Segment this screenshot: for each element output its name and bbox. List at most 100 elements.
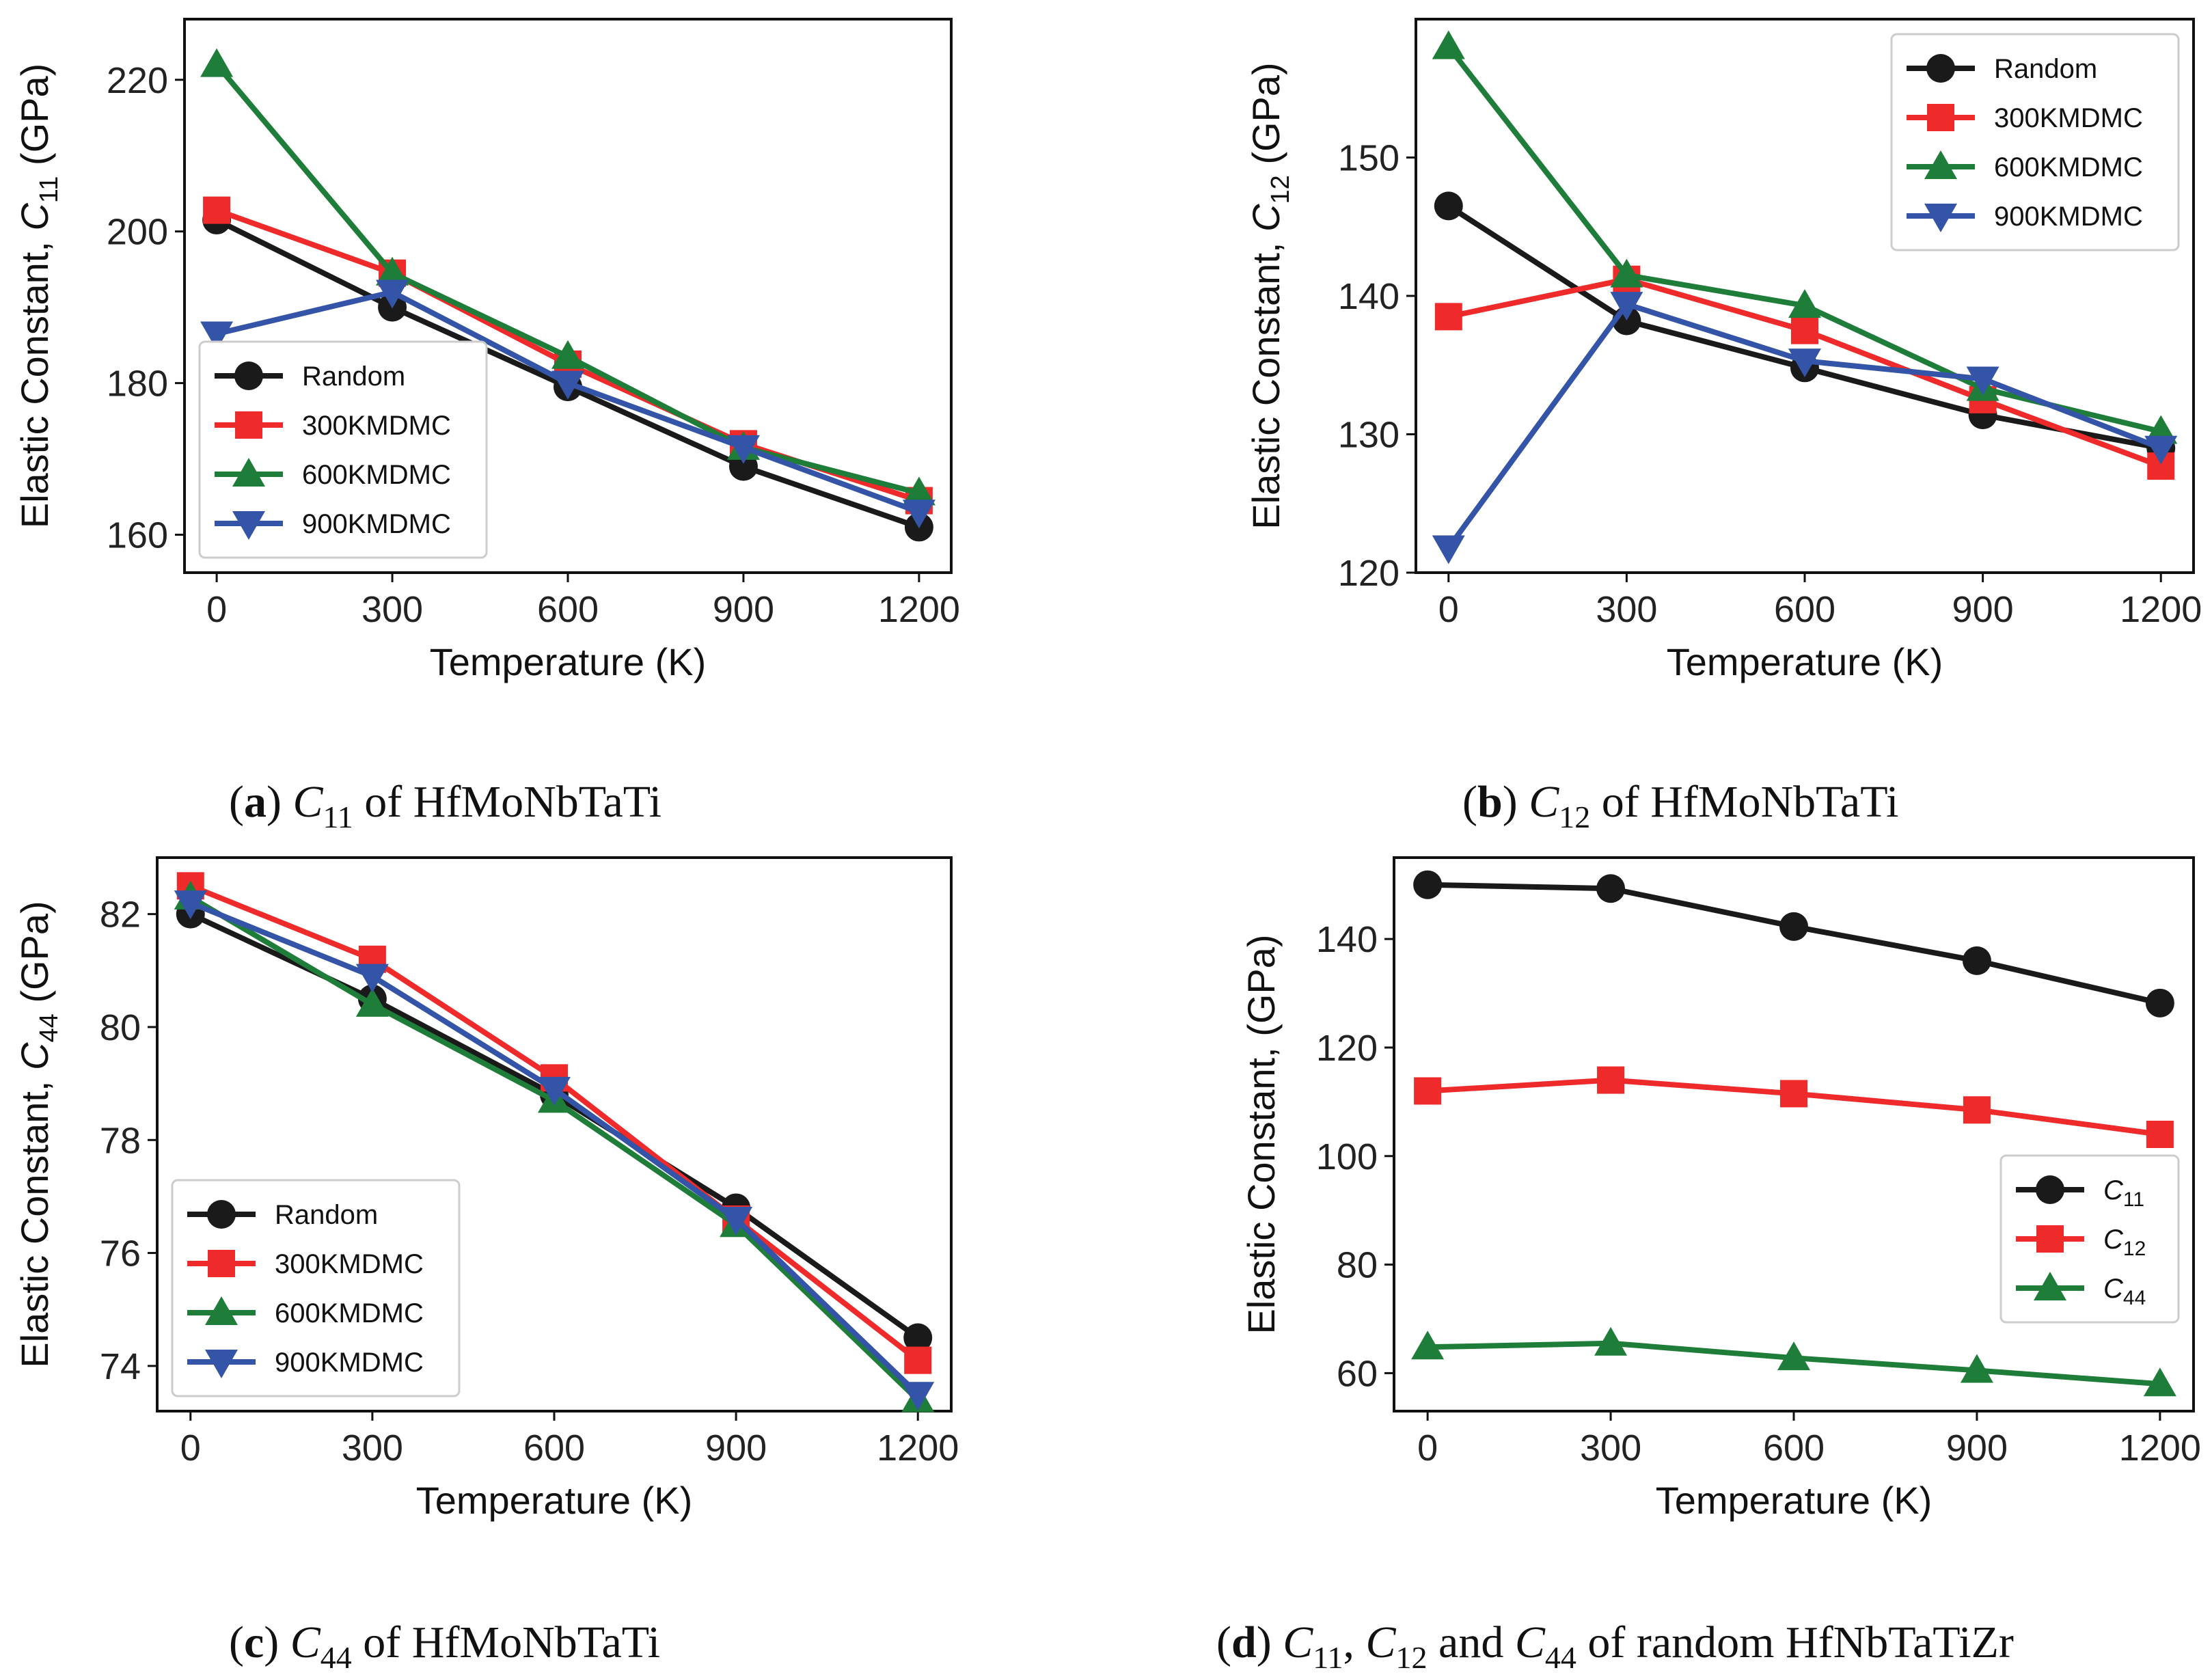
y-tick-label: 120 [1338, 553, 1399, 594]
x-tick-label: 0 [1417, 1428, 1438, 1469]
legend-marker [2036, 1225, 2064, 1253]
data-point-900KMDMC [901, 1382, 935, 1411]
data-point-C12 [1963, 1096, 1991, 1124]
data-point-600KMDMC [1788, 289, 1821, 318]
data-point-900KMDMC [1432, 535, 1465, 564]
chart-panel-c: 0 300 600 900 1200 74 76 78 80 82 Temperature (K) E… [13, 856, 959, 1675]
data-point-C44 [1411, 1330, 1445, 1360]
data-point-C44 [2143, 1367, 2176, 1397]
legend: Random 300KMDMC 600KMDMC 900KMDMC [171, 1179, 461, 1397]
series-line-C11 [1428, 882, 2161, 1006]
y-tick-label: 130 [1338, 415, 1399, 456]
x-tick-label: 300 [342, 1428, 403, 1469]
data-point-600KMDMC [200, 48, 234, 77]
data-point-300KMDMC [203, 196, 231, 224]
legend-marker [208, 1250, 235, 1277]
chart-panel-b: 0 300 600 900 1200 120 130 140 150 Temperature (K… [1244, 18, 2202, 834]
legend-marker [235, 411, 262, 439]
y-tick-label: 220 [107, 60, 168, 101]
legend-entry-300KMDMC: 300KMDMC [302, 411, 451, 441]
legend-entry-Random: Random [275, 1200, 378, 1230]
data-point-C11 [1962, 946, 1991, 975]
x-tick-label: 600 [537, 589, 599, 630]
caption-b: (b) C12 of HfMoNbTaTi [1462, 777, 1899, 834]
data-point-900KMDMC [720, 1206, 753, 1236]
legend-marker [1926, 54, 1955, 83]
y-axis-label: Elastic Constant, C12 (GPa) [1244, 62, 1295, 529]
data-point-600KMDMC [1432, 30, 1465, 59]
legend-entry-600KMDMC: 600KMDMC [302, 460, 451, 490]
x-tick-label: 0 [180, 1428, 201, 1469]
data-point-900KMDMC [376, 279, 409, 309]
y-tick-label: 80 [100, 1007, 141, 1048]
legend-marker [2034, 1272, 2066, 1300]
legend-marker [205, 1296, 238, 1325]
x-tick-label: 600 [1774, 589, 1835, 630]
y-tick-label: 200 [107, 212, 168, 253]
legend-entry-300KMDMC: 300KMDMC [1994, 103, 2143, 133]
legend: Random 300KMDMC 600KMDMC 900KMDMC [1890, 33, 2180, 251]
legend-entry-300KMDMC: 300KMDMC [275, 1249, 424, 1279]
data-point-C44 [1777, 1341, 1810, 1371]
data-point-900KMDMC [902, 500, 936, 529]
y-axis-label: Elastic Constant, C11 (GPa) [13, 64, 64, 529]
legend-box [171, 1179, 461, 1397]
y-tick-label: 78 [100, 1120, 141, 1161]
legend-entry-C44: C44 [2103, 1274, 2146, 1309]
caption-d: (d) C11, C12 and C44 of random HfNbTaTiZ… [1216, 1617, 2014, 1675]
legend-entry-900KMDMC: 900KMDMC [1994, 202, 2143, 232]
data-point-300KMDMC [1434, 303, 1462, 331]
y-tick-label: 80 [1337, 1245, 1378, 1286]
data-point-600KMDMC [376, 256, 409, 286]
legend-marker [205, 1350, 238, 1378]
x-tick-label: 900 [1952, 589, 2014, 630]
chart-panel-a: 0 300 600 900 1200 160 180 200 220 Temperature (K… [13, 18, 960, 834]
data-point-600KMDMC [355, 987, 389, 1017]
x-tick-label: 300 [1596, 589, 1657, 630]
x-axis-label: Temperature (K) [430, 640, 707, 683]
legend: Random 300KMDMC 600KMDMC 900KMDMC [198, 340, 488, 559]
y-tick-label: 140 [1338, 276, 1399, 317]
data-point-900KMDMC [1966, 366, 1999, 396]
x-tick-label: 1200 [2119, 1428, 2201, 1469]
data-point-900KMDMC [1610, 292, 1643, 321]
legend-box [1890, 33, 2180, 251]
caption-a: (a) C11 of HfMoNbTaTi [229, 777, 661, 834]
x-tick-label: 900 [705, 1428, 767, 1469]
x-axis-label: Temperature (K) [1667, 640, 1943, 683]
data-point-900KMDMC [200, 321, 234, 351]
x-tick-label: 300 [361, 589, 423, 630]
legend-entry-600KMDMC: 600KMDMC [275, 1298, 424, 1328]
legend-entry-900KMDMC: 900KMDMC [302, 509, 451, 539]
x-tick-label: 1200 [2120, 589, 2202, 630]
y-tick-label: 82 [100, 895, 141, 936]
data-point-C11 [1596, 874, 1626, 903]
data-point-Random [903, 1323, 933, 1352]
data-point-600KMDMC [1610, 258, 1643, 288]
data-point-900KMDMC [726, 435, 760, 464]
data-point-C11 [1779, 912, 1808, 941]
x-tick-label: 600 [523, 1428, 585, 1469]
y-tick-label: 180 [107, 364, 168, 405]
data-point-C11 [1413, 870, 1443, 899]
legend-entry-C12: C12 [2103, 1225, 2146, 1260]
data-point-Random [1434, 191, 1463, 221]
data-point-C11 [2145, 988, 2174, 1018]
data-point-900KMDMC [538, 1076, 571, 1106]
data-point-C44 [1594, 1326, 1628, 1356]
data-point-300KMDMC [904, 1346, 932, 1374]
data-point-900KMDMC [355, 964, 389, 993]
y-tick-label: 160 [107, 515, 168, 556]
x-axis-label: Temperature (K) [1656, 1479, 1933, 1522]
data-point-C12 [2146, 1121, 2174, 1148]
data-point-C12 [1780, 1080, 1807, 1108]
y-tick-label: 100 [1316, 1136, 1378, 1177]
data-point-300KMDMC [1791, 316, 1818, 344]
legend-marker [234, 361, 263, 390]
x-tick-label: 0 [206, 589, 227, 630]
legend: C11 C12 C44 [1999, 1154, 2180, 1324]
y-tick-label: 140 [1316, 919, 1378, 960]
legend-entry-Random: Random [302, 361, 405, 392]
legend-entry-900KMDMC: 900KMDMC [275, 1348, 424, 1378]
